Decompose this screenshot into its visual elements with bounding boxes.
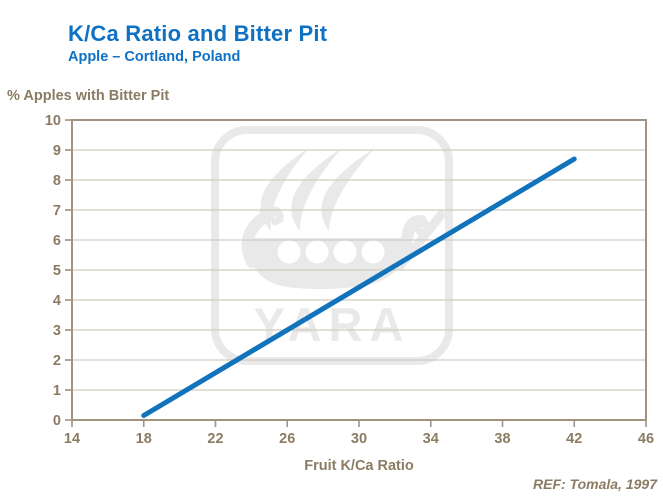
y-tick-label-9: 9 [53, 143, 61, 159]
x-axis-label: Fruit K/Ca Ratio [304, 458, 414, 474]
y-axis-label: % Apples with Bitter Pit [7, 88, 170, 104]
watermark-frame [211, 126, 453, 365]
y-tick-label-4: 4 [53, 293, 61, 309]
viking-ship-hull-icon [241, 203, 446, 290]
data-line-series-0 [141, 156, 577, 418]
y-tick-label-3: 3 [53, 323, 61, 339]
y-tick-label-0: 0 [53, 413, 61, 429]
yara-watermark: YARA [211, 126, 453, 365]
chart-subtitle: Apple – Cortland, Poland [68, 49, 241, 65]
x-tick-label-14: 14 [64, 431, 80, 447]
x-tick-label-26: 26 [279, 431, 295, 447]
x-tick-label-34: 34 [423, 431, 439, 447]
x-tick-label-46: 46 [638, 431, 654, 447]
x-tick-label-22: 22 [207, 431, 223, 447]
y-tick-label-8: 8 [53, 173, 61, 189]
x-tick-label-18: 18 [136, 431, 152, 447]
x-tick-label-38: 38 [494, 431, 510, 447]
y-tick-label-5: 5 [53, 263, 61, 279]
x-tick-label-42: 42 [566, 431, 582, 447]
reference-citation: REF: Tomala, 1997 [533, 476, 657, 492]
y-tick-label-1: 1 [53, 383, 61, 399]
chart-title: K/Ca Ratio and Bitter Pit [68, 21, 328, 46]
y-tick-label-7: 7 [53, 203, 61, 219]
y-tick-label-10: 10 [45, 113, 61, 129]
x-tick-label-30: 30 [351, 431, 367, 447]
y-tick-label-6: 6 [53, 233, 61, 249]
y-tick-label-2: 2 [53, 353, 61, 369]
